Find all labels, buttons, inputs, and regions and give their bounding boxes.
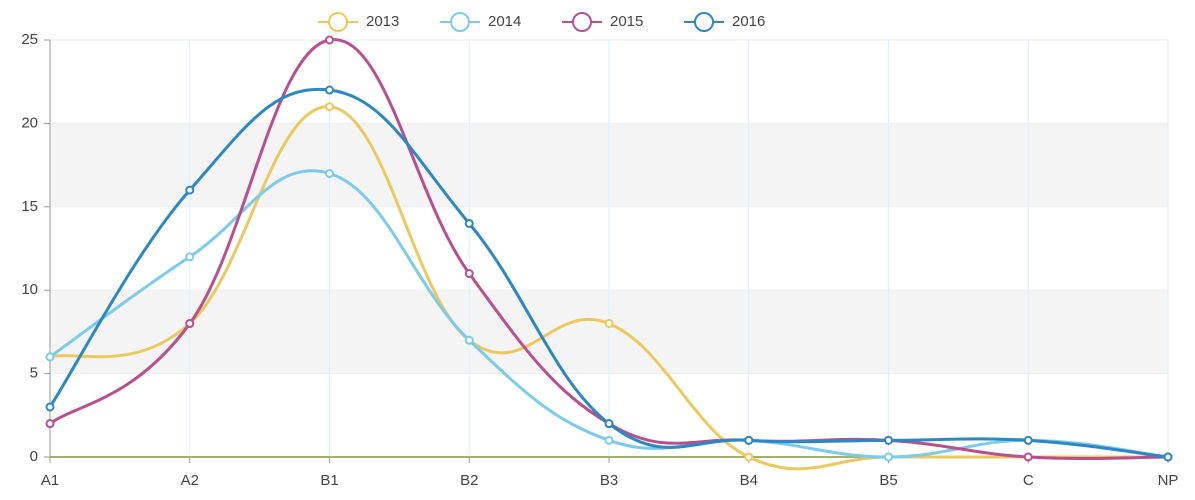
line: [49, 38, 1169, 460]
point: [604, 319, 614, 329]
y-tick-label: 25: [21, 31, 38, 48]
y-tick-label: 15: [21, 198, 38, 215]
line: [49, 169, 1169, 459]
line: [48, 87, 1169, 459]
point: [464, 218, 474, 228]
y-tick-label: 20: [21, 114, 38, 131]
point: [45, 419, 55, 429]
x-tick-label: A1: [41, 472, 59, 489]
x-tick-label: B5: [879, 472, 897, 489]
legend-label: 2013: [366, 13, 399, 30]
y-tick-label: 10: [21, 281, 38, 298]
y-tick-label: 0: [30, 448, 38, 465]
point: [744, 435, 754, 445]
x-tick-label: A2: [181, 472, 199, 489]
point: [744, 452, 754, 462]
x-tick-label: NP: [1158, 472, 1179, 489]
legend-marker: [328, 12, 348, 32]
point: [185, 319, 195, 329]
legend-label: 2014: [488, 13, 521, 30]
legend-marker: [572, 12, 592, 32]
point: [464, 335, 474, 345]
point: [884, 452, 893, 462]
x-tick-label: C: [1023, 472, 1034, 489]
point: [325, 102, 334, 112]
point: [325, 35, 334, 45]
x-tick-label: B3: [600, 472, 618, 489]
legend-label: 2015: [610, 13, 643, 30]
y-tick-label: 5: [30, 365, 38, 382]
point: [604, 419, 614, 429]
x-tick-label: B4: [740, 472, 758, 489]
point: [1163, 452, 1173, 462]
point: [45, 352, 55, 362]
point: [884, 435, 893, 445]
point: [1023, 435, 1033, 445]
point: [1023, 452, 1033, 462]
point: [325, 85, 334, 95]
legend-marker: [694, 12, 714, 32]
point: [464, 269, 474, 279]
x-tick-label: B2: [460, 472, 478, 489]
point: [185, 252, 195, 262]
point: [325, 168, 334, 178]
x-tick-label: B1: [320, 472, 338, 489]
line: [49, 105, 1168, 471]
legend-label: 2016: [732, 13, 765, 30]
legend-marker: [450, 12, 470, 32]
point: [604, 435, 614, 445]
point: [45, 402, 55, 412]
point: [185, 185, 195, 195]
